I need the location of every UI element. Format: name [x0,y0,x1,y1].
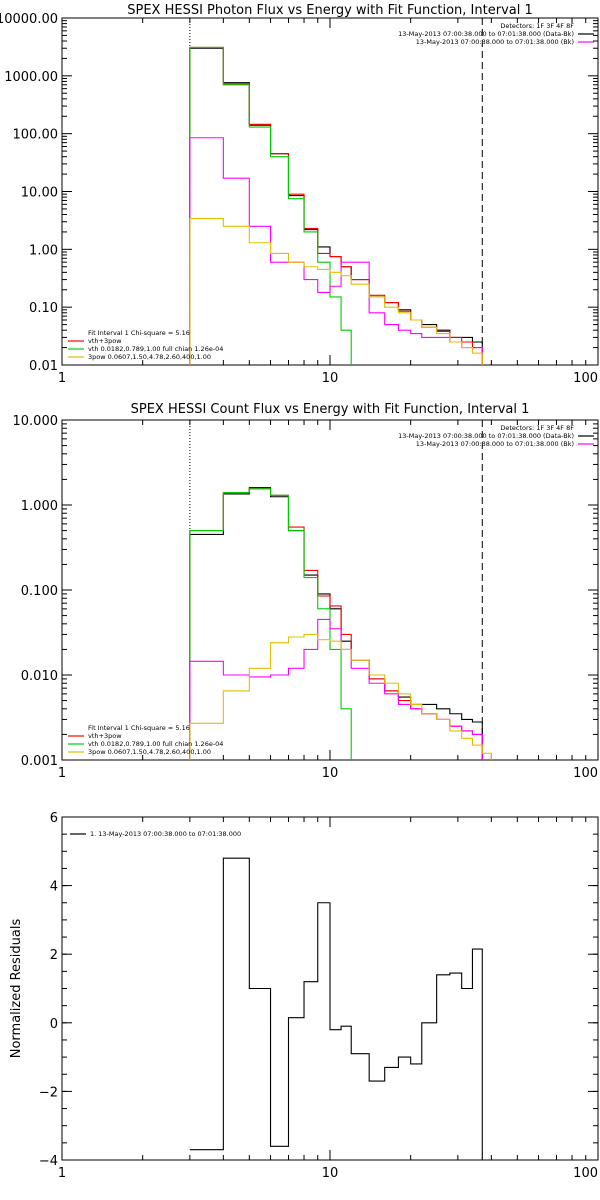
legend-entry: vth 0.0182,0.789,1.00 full chian 1.26e-0… [88,740,223,748]
series-group [189,46,483,365]
plot-frame [61,419,599,761]
legend-entry: Fit Interval 1 Chi-square = 5.16 [88,724,190,732]
y-tick-label: 0.100 [21,584,58,599]
legend-entry: 13-May-2013 07:00:38.000 to 07:01:38.000… [398,30,574,38]
chart-panel-3: Normalized Residuals 1 10 100 −4 −2 0 2 4 6 1. 13-… [9,811,599,1181]
x-tick-label: 1 [58,766,66,781]
legend-entry: Detectors: 1F 3F 4F 8F [500,424,574,432]
legend-entry: vth+3pow [88,732,122,740]
chart-title: SPEX HESSI Photon Flux vs Energy with Fi… [127,3,533,18]
y-tick-label: 1.000 [21,499,58,514]
series-line-2 [189,488,483,760]
series-line-5 [189,218,483,365]
legend-entry: vth 0.0182,0.789,1.00 full chian 1.26e-0… [88,345,223,353]
x-tick-label: 10 [322,766,339,781]
y-tick-label: 0 [50,1017,58,1032]
series-group [189,857,483,1160]
y-tick-label: 1000.00 [4,70,58,85]
y-tick-label: 0.01 [29,359,58,374]
legend-entry: 13-May-2013 07:00:38.000 to 07:01:38.000… [398,432,574,440]
series-line-1 [189,857,483,1160]
series-line-3 [189,46,352,365]
y-tick-label: 10.000 [13,414,59,429]
legend-entry: vth+3pow [88,337,122,345]
x-tick-label: 10 [322,371,339,386]
y-axis-label: Normalized Residuals [9,919,24,1059]
y-tick-label: 1.00 [29,243,58,258]
y-tick-label: 4 [50,880,58,895]
y-tick-label: 0.001 [21,754,58,769]
x-tick-label: 100 [573,1166,598,1181]
series-line-1 [189,47,483,365]
y-tick-label: 10000.00 [0,12,58,27]
x-tick-label: 100 [573,766,598,781]
series-line-1 [189,487,483,760]
series-line-3 [189,488,352,760]
y-tick-label: 10.00 [21,186,58,201]
x-tick-label: 1 [58,1166,66,1181]
y-tick-label: −2 [39,1085,58,1100]
chart-title: SPEX HESSI Count Flux vs Energy with Fit… [131,402,530,417]
x-tick-label: 10 [322,1166,339,1181]
x-tick-label: 1 [58,371,66,386]
legend-entry: 1. 13-May-2013 07:00:38.000 to 07:01:38.… [90,830,241,838]
legend-entry: 3pow 0.0607,1.50,4.78,2.60,400,1.00 [88,748,211,756]
series-line-5 [189,633,492,760]
chart-panel-1: SPEX HESSI Photon Flux vs Energy with Fi… [0,3,599,386]
y-tick-label: 0.010 [21,669,58,684]
legend-entry: Fit Interval 1 Chi-square = 5.16 [88,329,190,337]
y-tick-label: 2 [50,948,58,963]
series-line-4 [189,137,483,365]
plot-frame [61,17,599,366]
y-tick-label: 100.00 [13,128,59,143]
x-tick-label: 100 [573,371,598,386]
legend-entry: Detectors: 1F 3F 4F 8F [500,22,574,30]
series-line-2 [189,46,483,365]
y-tick-label: −4 [39,1154,58,1169]
y-tick-label: 0.10 [29,301,58,316]
legend-entry: 13-May-2013 07:00:38.000 to 07:01:38.000… [416,440,574,448]
series-group [189,487,492,760]
y-tick-label: 6 [50,811,58,826]
legend-entry: 3pow 0.0607,1.50,4.78,2.60,400,1.00 [88,353,211,361]
legend-entry: 13-May-2013 07:00:38.000 to 07:01:38.000… [416,38,574,46]
chart-panel-2: SPEX HESSI Count Flux vs Energy with Fit… [13,402,599,781]
